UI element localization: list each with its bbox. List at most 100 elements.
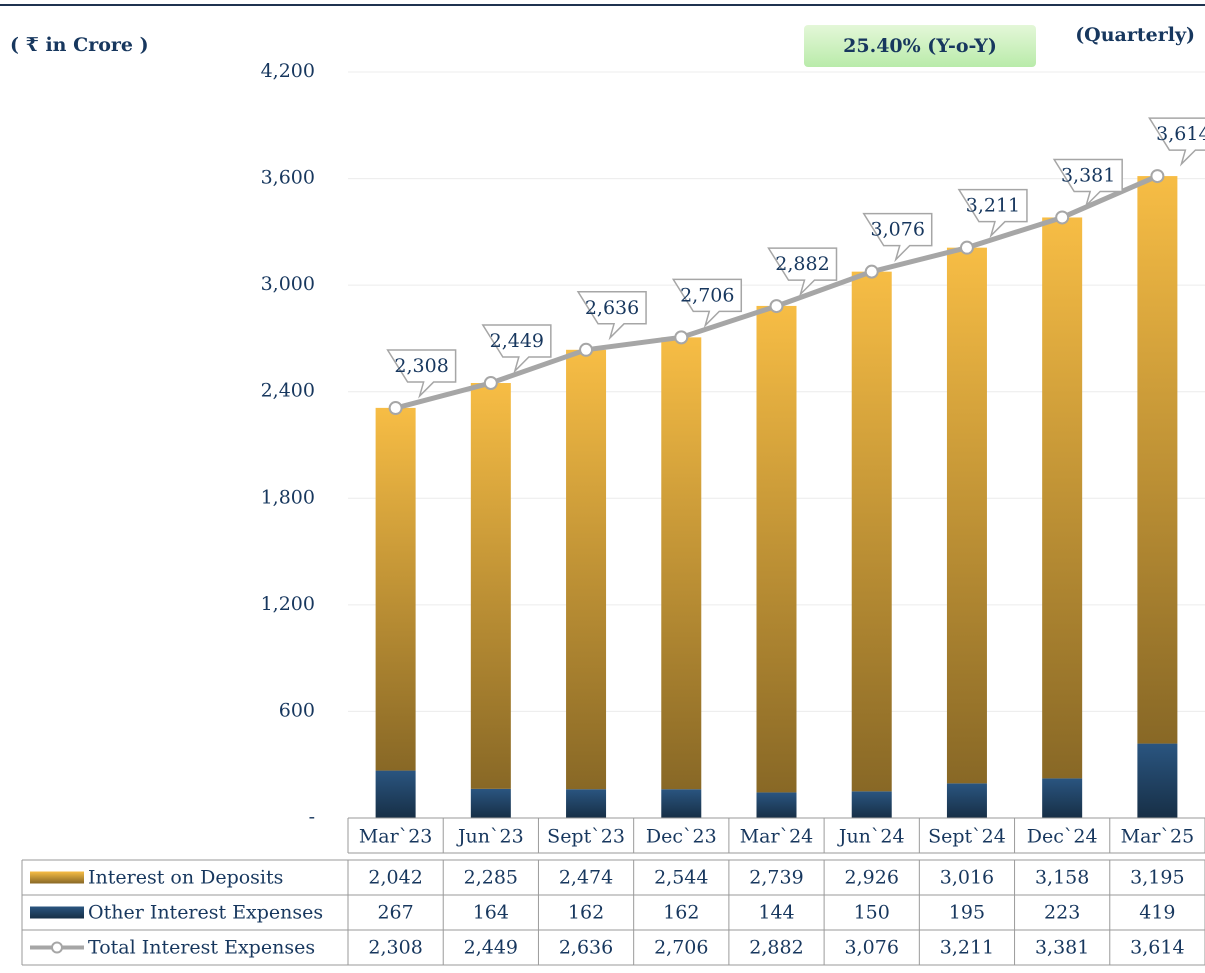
table-value: 3,158 bbox=[1035, 867, 1089, 889]
x-tick-label: Mar`24 bbox=[740, 826, 814, 848]
y-tick-label: 3,600 bbox=[261, 167, 315, 189]
x-tick-label: Mar`25 bbox=[1121, 826, 1195, 848]
bar-segment bbox=[851, 271, 892, 792]
line-marker bbox=[959, 240, 974, 255]
table-value: 3,016 bbox=[940, 867, 994, 889]
data-label: 2,636 bbox=[585, 297, 639, 319]
legend-label: Interest on Deposits bbox=[88, 867, 283, 889]
annotation: 25.40% (Y-o-Y) bbox=[843, 35, 997, 57]
bar-segment bbox=[1137, 743, 1178, 818]
data-label: 3,076 bbox=[871, 219, 925, 241]
period-label: (Quarterly) bbox=[1075, 24, 1195, 46]
data-label-box bbox=[862, 212, 933, 263]
table-value: 2,285 bbox=[464, 867, 518, 889]
x-tick-label: Mar`23 bbox=[359, 826, 433, 848]
table-value: 2,636 bbox=[559, 937, 613, 959]
x-tick-label: Sept`23 bbox=[547, 826, 625, 848]
bar-segment bbox=[661, 789, 702, 818]
bar-segment bbox=[946, 783, 987, 818]
table-value: 2,926 bbox=[845, 867, 899, 889]
table-value: 3,381 bbox=[1035, 937, 1089, 959]
bar-segment bbox=[851, 791, 892, 818]
table-value: 267 bbox=[377, 902, 413, 924]
bar-segment bbox=[756, 305, 797, 793]
legend-icon-marker bbox=[51, 941, 63, 954]
data-label: 3,211 bbox=[966, 195, 1020, 217]
table-value: 2,474 bbox=[559, 867, 613, 889]
data-label-box bbox=[767, 247, 838, 297]
bar-segment bbox=[1137, 176, 1178, 744]
data-label: 3,381 bbox=[1061, 164, 1115, 186]
y-tick-label: 1,800 bbox=[261, 486, 315, 508]
bar-segment bbox=[566, 789, 607, 818]
legend-label: Total Interest Expenses bbox=[88, 937, 315, 959]
table-value: 419 bbox=[1139, 902, 1175, 924]
line-marker bbox=[1055, 210, 1070, 225]
table-value: 3,614 bbox=[1130, 937, 1184, 959]
table-value: 150 bbox=[854, 902, 890, 924]
bar-segment bbox=[946, 247, 987, 784]
line-marker bbox=[769, 299, 784, 314]
data-label: 3,614 bbox=[1156, 123, 1205, 145]
y-tick-label: 2,400 bbox=[261, 380, 315, 402]
table-value: 2,308 bbox=[368, 937, 422, 959]
data-label: 2,308 bbox=[394, 355, 448, 377]
line-marker bbox=[388, 401, 403, 416]
bar-segment bbox=[661, 337, 702, 790]
y-tick-label: 1,200 bbox=[261, 593, 315, 615]
data-label-box bbox=[1148, 117, 1205, 167]
y-tick-label: 4,200 bbox=[261, 60, 315, 82]
table-value: 164 bbox=[473, 902, 509, 924]
x-tick-label: Sept`24 bbox=[928, 826, 1006, 848]
y-tick-label: - bbox=[309, 806, 315, 828]
data-label-box bbox=[386, 349, 457, 399]
y-tick-label: 3,000 bbox=[261, 273, 315, 295]
x-tick-label: Jun`23 bbox=[456, 826, 524, 848]
table-value: 3,195 bbox=[1130, 867, 1184, 889]
unit-label: ( ₹ in Crore ) bbox=[10, 34, 149, 56]
table-value: 144 bbox=[758, 902, 794, 924]
table-value: 223 bbox=[1044, 902, 1080, 924]
bar-segment bbox=[375, 770, 416, 818]
data-label-box bbox=[1052, 158, 1123, 209]
data-label-box bbox=[957, 188, 1028, 239]
data-label-box bbox=[481, 324, 552, 374]
bar-segment bbox=[470, 788, 511, 818]
table-value: 2,449 bbox=[464, 937, 518, 959]
table-value: 3,211 bbox=[940, 937, 994, 959]
line-marker bbox=[1150, 169, 1165, 184]
line-marker bbox=[674, 330, 689, 345]
table-value: 162 bbox=[663, 902, 699, 924]
table-value: 2,042 bbox=[368, 867, 422, 889]
annotation-box bbox=[804, 25, 1036, 67]
data-label: 2,449 bbox=[490, 330, 544, 352]
bar-segment bbox=[375, 407, 416, 771]
table-value: 3,076 bbox=[845, 937, 899, 959]
data-label: 2,882 bbox=[775, 253, 829, 275]
line-marker bbox=[864, 264, 879, 279]
x-tick-label: Jun`24 bbox=[837, 826, 905, 848]
y-tick-label: 600 bbox=[279, 699, 315, 721]
bar-segment bbox=[470, 383, 511, 789]
x-tick-label: Dec`24 bbox=[1027, 826, 1098, 848]
bar-segment bbox=[1042, 217, 1083, 779]
bar-segment bbox=[1042, 778, 1083, 818]
table-value: 2,544 bbox=[654, 867, 708, 889]
data-label-box bbox=[576, 291, 647, 341]
data-label: 2,706 bbox=[680, 284, 734, 306]
line-marker bbox=[579, 342, 594, 357]
legend-icon bbox=[30, 871, 84, 884]
table-value: 162 bbox=[568, 902, 604, 924]
legend-label: Other Interest Expenses bbox=[88, 902, 323, 924]
table-value: 2,882 bbox=[749, 937, 803, 959]
table-value: 2,706 bbox=[654, 937, 708, 959]
legend-icon bbox=[30, 906, 84, 919]
table-value: 2,739 bbox=[749, 867, 803, 889]
data-label-box bbox=[671, 278, 743, 328]
bar-segment bbox=[566, 349, 607, 790]
table-value: 195 bbox=[949, 902, 985, 924]
bar-segment bbox=[756, 792, 797, 818]
x-tick-label: Dec`23 bbox=[646, 826, 717, 848]
line-marker bbox=[483, 376, 498, 391]
